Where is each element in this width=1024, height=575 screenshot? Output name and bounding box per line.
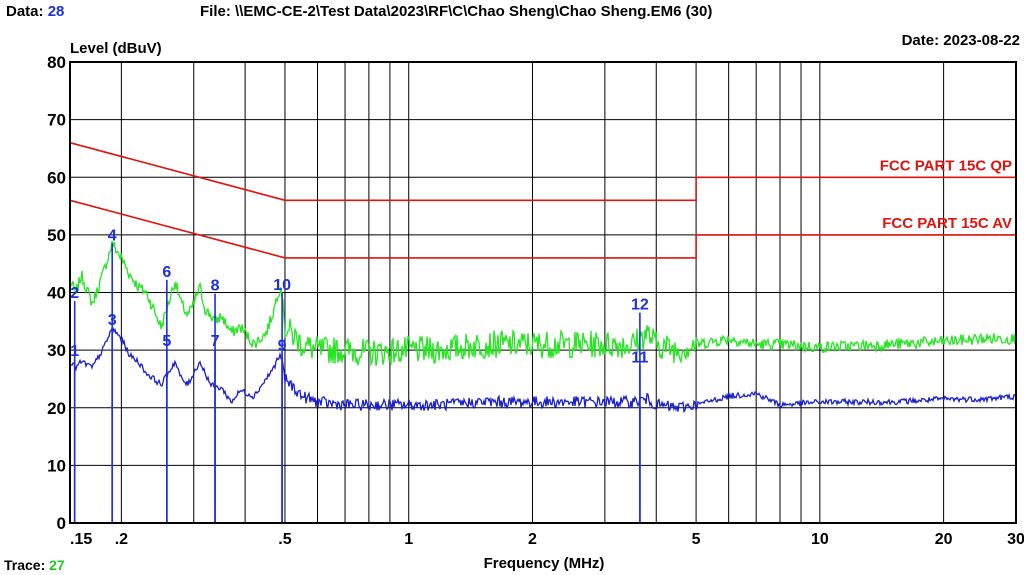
file-label: File: <box>200 3 231 20</box>
limit-line-1 <box>69 141 1016 202</box>
y-tick-label: 40 <box>47 284 66 303</box>
y-tick-label: 80 <box>47 53 66 72</box>
date-indicator: Date: 2023-08-22 <box>902 32 1020 49</box>
x-tick-labels: .15 .2 .5 1 2 5 10 20 30 <box>70 531 1024 548</box>
data-value: 28 <box>47 3 65 20</box>
marker-label: 6 <box>162 264 171 281</box>
limit-line-2 <box>69 199 1016 259</box>
limit-line-label: FCC PART 15C QP <box>880 157 1012 174</box>
x-tick-label: .2 <box>115 531 128 548</box>
y-tick-label: 60 <box>47 168 66 187</box>
y-tick-label: 30 <box>47 341 66 360</box>
x-tick-label: 20 <box>935 531 953 548</box>
x-tick-label: 1 <box>404 531 413 548</box>
data-label: Data: <box>6 3 44 20</box>
markers: 123456789101112 <box>70 228 649 523</box>
marker-label: 10 <box>273 277 291 294</box>
x-tick-label: .5 <box>278 531 291 548</box>
file-path: \\EMC-CE-2\Test Data\2023\RF\C\Chao Shen… <box>235 3 713 20</box>
x-tick-label: .15 <box>70 531 92 548</box>
x-tick-label: 2 <box>528 531 537 548</box>
y-tick-labels: 0 10 20 30 40 50 60 70 80 <box>47 53 66 533</box>
x-tick-label: 5 <box>692 531 701 548</box>
y-tick-label: 0 <box>57 514 66 533</box>
x-axis-label: Frequency (MHz) <box>484 555 605 572</box>
date-label: Date: <box>901 32 940 49</box>
trace-line-2 <box>69 327 1017 414</box>
marker-label: 12 <box>631 297 649 314</box>
limit-lines: FCC PART 15C QP FCC PART 15C AV <box>69 141 1016 259</box>
plot-frame <box>69 61 1017 524</box>
marker-label: 2 <box>70 285 79 302</box>
y-tick-label: 50 <box>47 226 66 245</box>
marker-label: 8 <box>211 278 220 295</box>
date-value: 2023-08-22 <box>943 32 1020 49</box>
y-tick-label: 20 <box>47 399 66 418</box>
trace-indicator: Trace: 27 <box>4 557 65 573</box>
marker-label: 4 <box>108 228 117 245</box>
traces <box>69 240 1017 414</box>
y-tick-label: 10 <box>47 456 66 475</box>
trace-value: 27 <box>49 557 65 573</box>
x-tick-label: 10 <box>811 531 829 548</box>
trace-line-1 <box>69 240 1017 367</box>
data-indicator: Data: 28 <box>6 3 64 20</box>
trace-label: Trace: <box>4 557 46 573</box>
file-indicator: File: \\EMC-CE-2\Test Data\2023\RF\C\Cha… <box>200 3 712 20</box>
y-axis-label: Level (dBuV) <box>70 40 162 57</box>
limit-line-label: FCC PART 15C AV <box>882 215 1012 232</box>
y-tick-label: 70 <box>47 111 66 130</box>
x-tick-label: 30 <box>1007 531 1024 548</box>
